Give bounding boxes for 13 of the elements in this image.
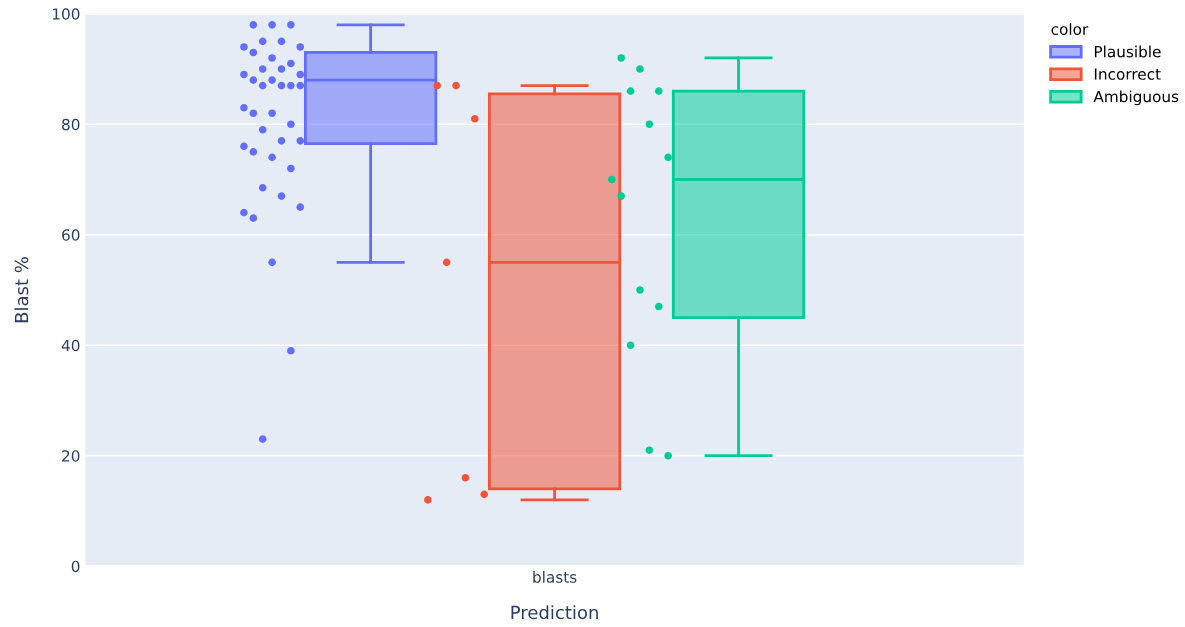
y-tick-label: 60 [62, 229, 80, 241]
y-tick-label: 80 [62, 118, 80, 131]
y-tick-label: 0 [71, 560, 80, 573]
y-tick-label: 40 [61, 339, 80, 352]
x-axis-title: Prediction [511, 605, 598, 620]
x-tick-label: blasts [533, 571, 577, 583]
y-axis-title: Blast % [14, 257, 29, 323]
y-tick-label: 100 [52, 8, 80, 20]
legend-title: color [1051, 23, 1089, 35]
legend-label: Plausible [1094, 45, 1161, 58]
y-tick-label: 20 [62, 450, 80, 462]
legend-label: Incorrect [1094, 68, 1161, 80]
legend-label: Ambiguous [1093, 90, 1179, 106]
